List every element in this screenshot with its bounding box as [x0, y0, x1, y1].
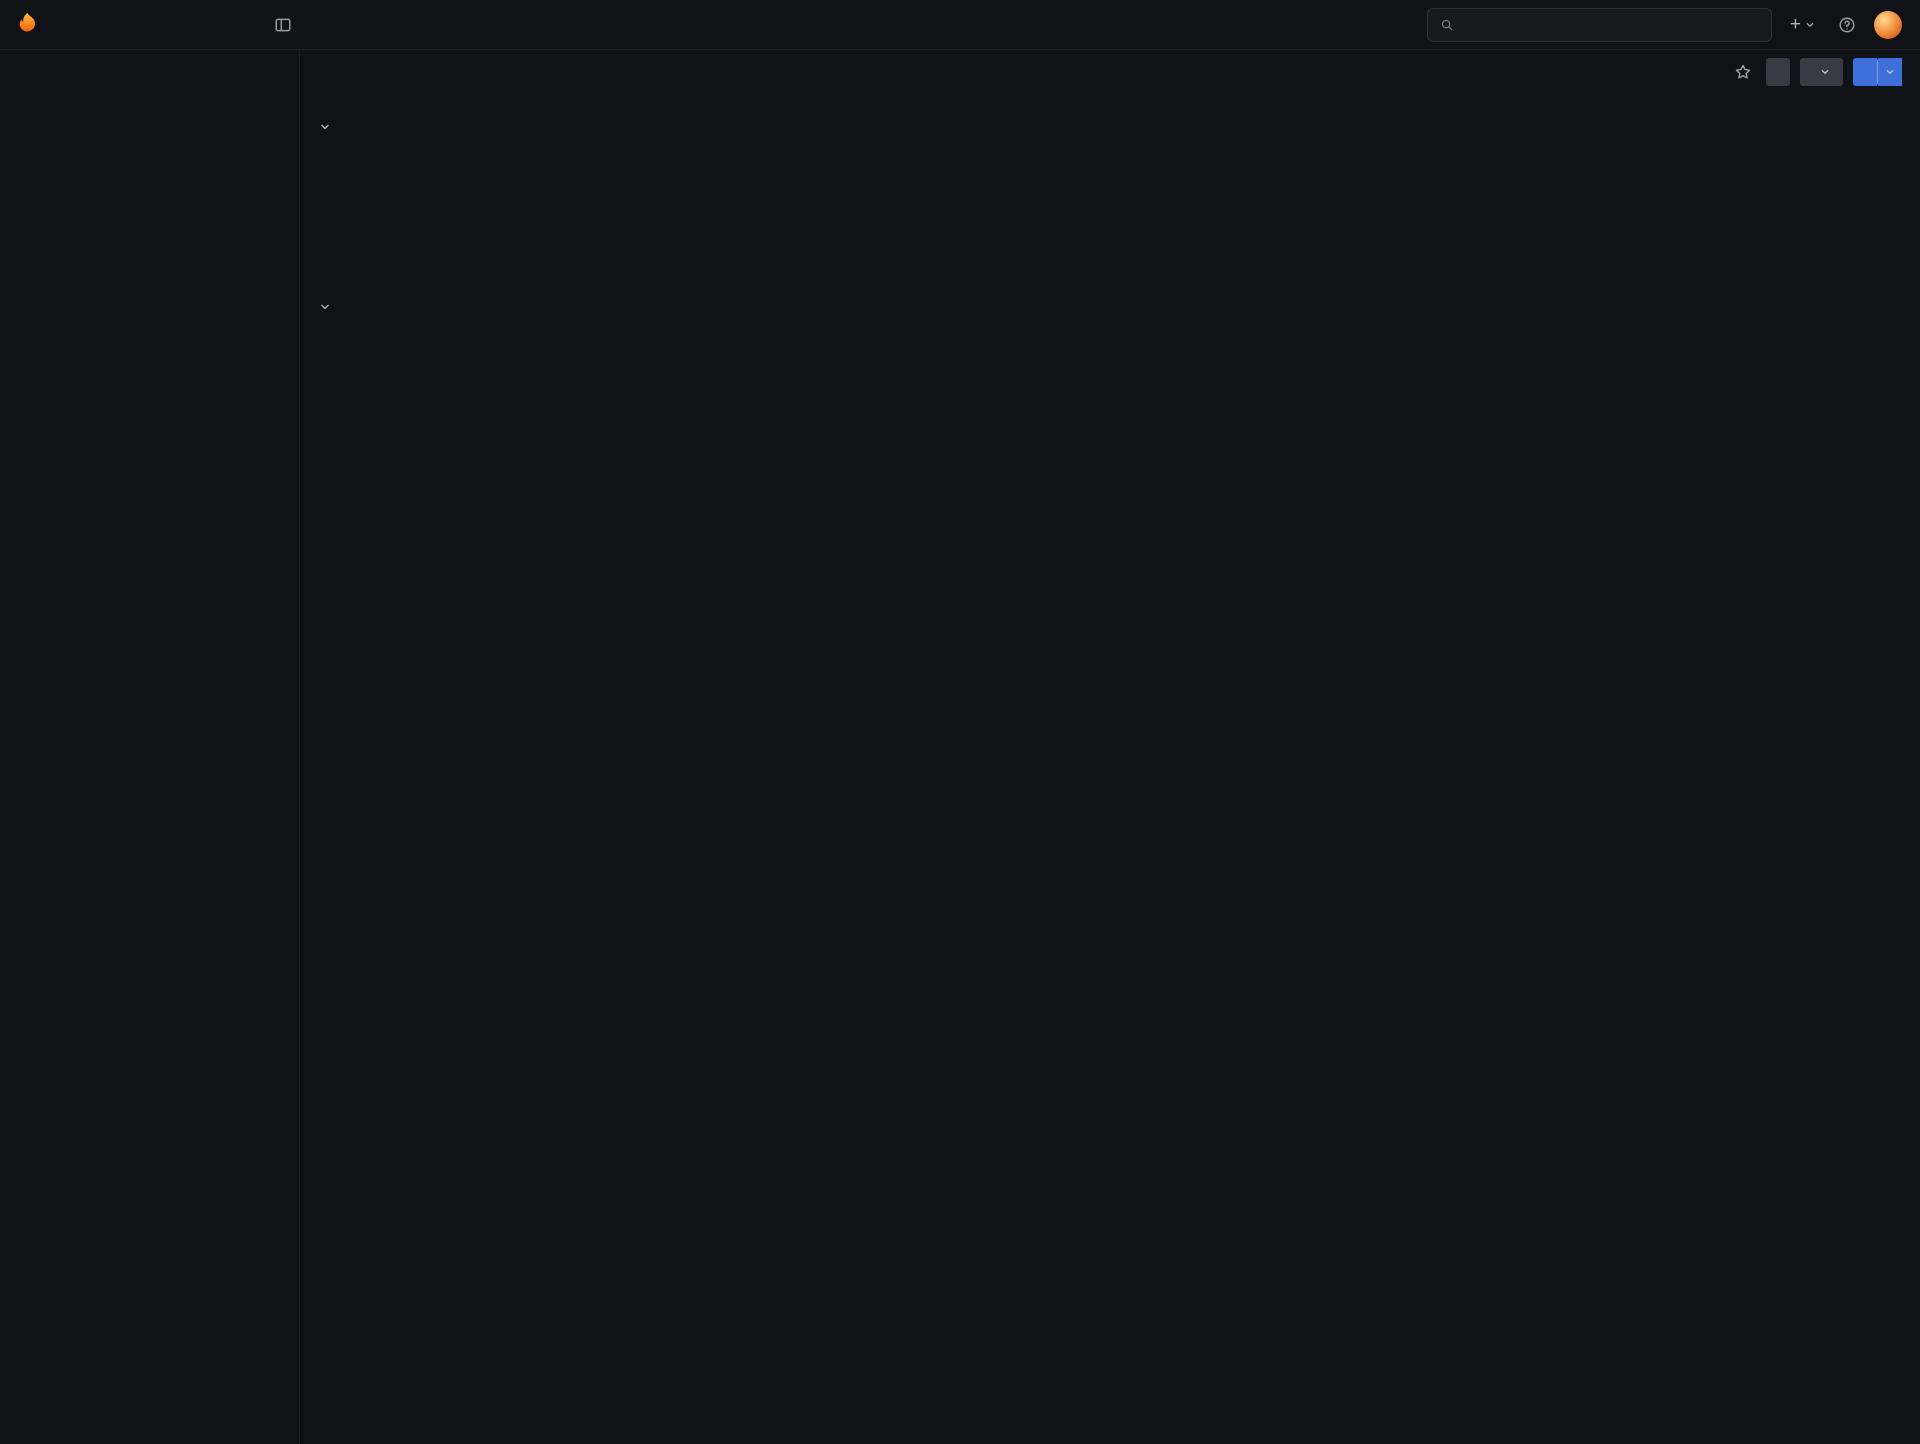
sidebar-navigation — [0, 50, 300, 1444]
chevron-down-icon — [318, 120, 332, 134]
chevron-down-icon — [1819, 66, 1831, 78]
share-split-button — [1853, 58, 1902, 86]
grafana-logo[interactable] — [14, 11, 41, 38]
edit-button[interactable] — [1766, 58, 1790, 86]
dashboard-main — [300, 50, 1920, 1444]
question-circle-icon — [1838, 16, 1856, 34]
chevron-down-icon — [1804, 19, 1816, 31]
share-button[interactable] — [1853, 58, 1877, 86]
app-shell — [0, 50, 1920, 1444]
export-button[interactable] — [1800, 58, 1843, 86]
search-input[interactable] — [1426, 7, 1772, 42]
add-new-button[interactable]: + — [1786, 10, 1820, 40]
chevron-down-icon — [318, 300, 332, 314]
star-dashboard-button[interactable] — [1730, 59, 1756, 85]
panes-icon — [274, 16, 292, 34]
search-icon — [1440, 18, 1454, 32]
dashboard-toolbar — [318, 50, 1902, 94]
sidebar-toggle-button[interactable] — [270, 12, 296, 38]
user-avatar[interactable] — [1874, 10, 1902, 39]
topbar-left — [14, 11, 296, 38]
star-icon — [1734, 63, 1752, 81]
share-dropdown-button[interactable] — [1877, 58, 1902, 86]
section-quick-cpu-mem-disk[interactable] — [318, 110, 1902, 142]
help-button[interactable] — [1834, 12, 1860, 38]
chevron-down-icon — [1884, 66, 1896, 78]
section-basic-cpu-mem-net-disk[interactable] — [318, 290, 1902, 322]
dashboard-controls — [318, 94, 1902, 110]
topbar-right: + — [1426, 7, 1902, 42]
quick-panels-row — [318, 142, 1902, 284]
top-navigation-bar: + — [0, 0, 1920, 50]
